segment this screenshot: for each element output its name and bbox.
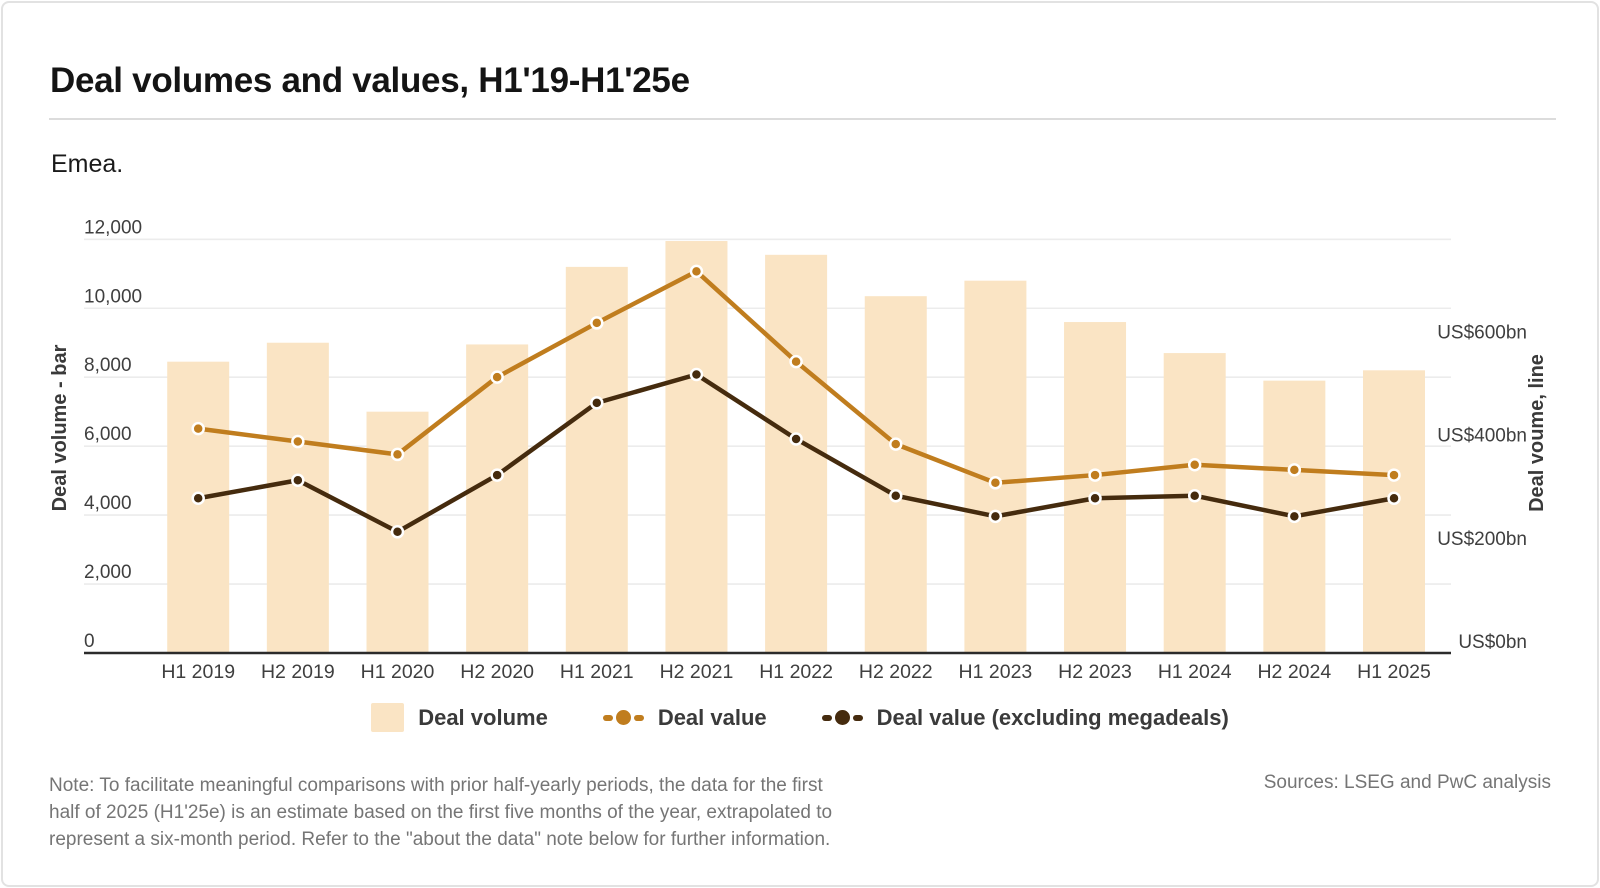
bar-h1-2023: [964, 280, 1027, 653]
x-axis-label: H1 2025: [1357, 661, 1431, 683]
bar-swatch-icon: [371, 703, 405, 732]
deal-value-point-h2-2024: [1287, 463, 1302, 477]
deal-value-excl-megadeals-point-h1-2023: [988, 509, 1003, 524]
x-axis-label: H2 2021: [660, 661, 734, 683]
legend-item-deal-volume: Deal volume: [371, 703, 548, 732]
left-axis-title: Deal volume - bar: [49, 344, 71, 511]
footnote-line: represent a six-month period. Refer to t…: [49, 829, 831, 850]
deal-value-excl-megadeals-point-h2-2024: [1287, 509, 1302, 524]
x-axis-label: H2 2024: [1257, 661, 1331, 683]
right-axis-tick-label: US$400bn: [1437, 426, 1527, 447]
dash-dot-marker-icon: [821, 710, 863, 725]
x-axis-label: H2 2019: [261, 661, 335, 683]
deal-value-excl-megadeals-point-h1-2019: [191, 491, 205, 506]
deal-value-point-h2-2020: [490, 370, 504, 384]
legend-label: Deal volume: [418, 704, 548, 730]
deal-value-excl-megadeals-point-h2-2021: [689, 367, 704, 382]
region-subtitle: Emea.: [51, 150, 124, 178]
deal-value-excl-megadeals-point-h2-2019: [291, 473, 305, 487]
title-divider: [49, 118, 1556, 120]
left-axis-tick-label: 0: [84, 631, 95, 652]
deal-value-point-h1-2022: [789, 354, 803, 369]
legend-item-deal-value-excl-megadeals: Deal value (excluding megadeals): [821, 704, 1229, 731]
x-axis-label: H1 2024: [1158, 661, 1232, 683]
deal-value-point-h1-2019: [191, 421, 205, 436]
deal-value-excl-megadeals-point-h1-2022: [789, 432, 803, 446]
left-axis-tick-label: 12,000: [84, 217, 142, 238]
bar-h1-2022: [765, 254, 828, 653]
deal-value-point-h1-2025: [1387, 468, 1401, 482]
bar-h2-2022: [864, 296, 927, 653]
deal-value-point-h2-2019: [291, 434, 305, 449]
page-title: Deal volumes and values, H1'19-H1'25e: [50, 61, 690, 101]
x-axis-label: H1 2023: [959, 661, 1033, 683]
deal-value-point-h1-2020: [390, 447, 405, 462]
x-axis-label: H2 2020: [460, 661, 534, 683]
deal-value-point-h1-2024: [1187, 458, 1202, 472]
x-axis-label: H1 2020: [361, 661, 435, 683]
legend-item-deal-value: Deal value: [602, 704, 767, 731]
bar-h1-2025: [1363, 370, 1425, 653]
deal-value-point-h1-2021: [590, 316, 604, 330]
deal-value-point-h2-2023: [1088, 468, 1102, 482]
deal-value-excl-megadeals-point-h1-2024: [1187, 488, 1202, 503]
bar-h2-2021: [665, 241, 728, 653]
dash-dot-marker-icon: [602, 710, 644, 725]
deal-value-excl-megadeals-point-h2-2023: [1088, 491, 1102, 506]
footnote-line: half of 2025 (H1'25e) is an estimate bas…: [49, 802, 833, 823]
deal-value-point-h2-2021: [689, 264, 704, 279]
left-axis-tick-label: 6,000: [84, 424, 132, 445]
deal-value-point-h2-2022: [889, 437, 903, 451]
left-axis-tick-label: 10,000: [84, 286, 142, 307]
left-axis-tick-label: 8,000: [84, 355, 132, 376]
bar-h2-2019: [266, 342, 329, 653]
deal-value-point-h1-2023: [988, 476, 1003, 490]
bar-h2-2023: [1064, 322, 1127, 653]
x-axis-label: H2 2023: [1058, 661, 1132, 683]
bar-h1-2021: [565, 266, 628, 653]
x-axis-label: H1 2021: [560, 661, 634, 683]
right-axis-tick-label: US$0bn: [1458, 632, 1527, 653]
right-axis-tick-label: US$600bn: [1437, 323, 1527, 344]
left-axis-tick-label: 2,000: [84, 562, 132, 583]
x-axis-label: H2 2022: [859, 661, 933, 683]
right-axis-tick-label: US$200bn: [1437, 529, 1527, 550]
bar-h2-2020: [466, 344, 529, 653]
right-axis-title: Deal voume, line: [1526, 354, 1548, 512]
footnote-line: Note: To facilitate meaningful compariso…: [49, 775, 823, 796]
left-axis-tick-label: 4,000: [84, 493, 132, 514]
deal-value-excl-megadeals-point-h2-2020: [490, 468, 504, 482]
x-axis-label: H1 2019: [161, 661, 235, 683]
deal-value-excl-megadeals-point-h2-2022: [889, 488, 903, 503]
deal-value-excl-megadeals-point-h1-2020: [390, 525, 405, 539]
deal-value-excl-megadeals-point-h1-2021: [590, 396, 604, 410]
chart-legend: Deal volume Deal value Deal value (exclu…: [0, 703, 1600, 732]
footnote: Note: To facilitate meaningful compariso…: [49, 772, 832, 853]
bar-h1-2019: [167, 361, 230, 653]
legend-label: Deal value (excluding megadeals): [876, 704, 1229, 730]
deal-value-excl-megadeals-point-h1-2025: [1387, 491, 1401, 506]
sources-credit: Sources: LSEG and PwC analysis: [1263, 772, 1551, 793]
legend-label: Deal value: [657, 704, 767, 730]
x-axis-label: H1 2022: [759, 661, 833, 683]
bar-h1-2024: [1163, 353, 1226, 653]
